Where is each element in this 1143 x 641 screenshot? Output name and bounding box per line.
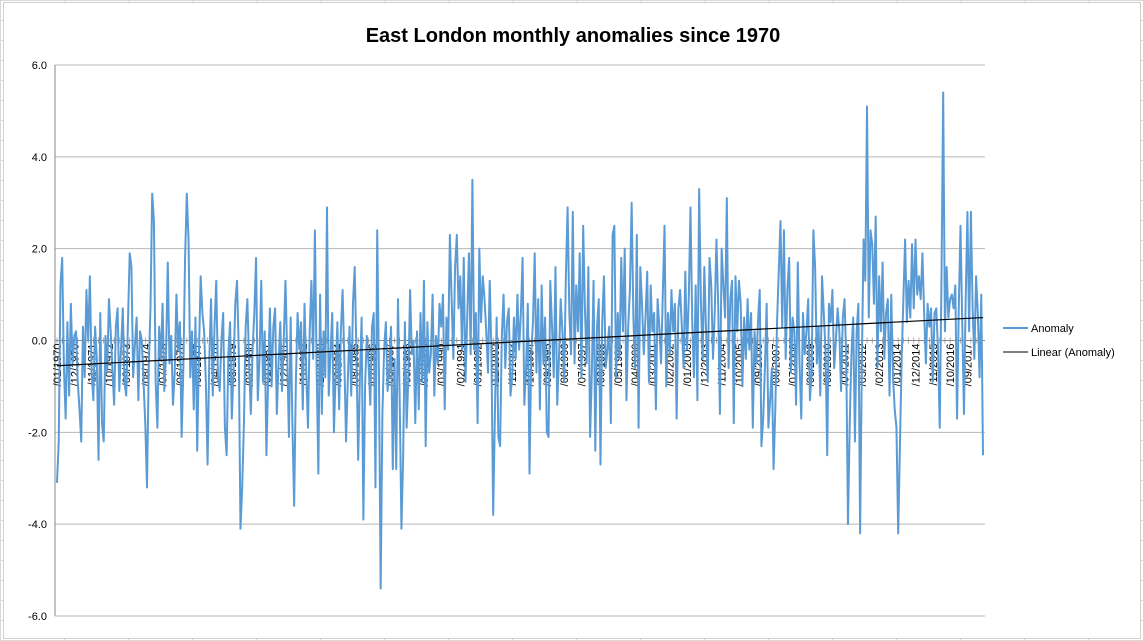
y-tick-label: 4.0 — [32, 152, 47, 164]
chart-title: East London monthly anomalies since 1970 — [366, 25, 781, 47]
series-anomaly-line — [56, 91, 984, 590]
y-tick-label: 0.0 — [32, 336, 47, 348]
series-linear-trend-line — [56, 316, 984, 367]
x-tick-label: /01/2003 — [682, 344, 694, 387]
x-tick-label: /07/2008 — [788, 344, 800, 387]
y-tick-label: -4.0 — [28, 519, 47, 531]
y-tick-label: 6.0 — [32, 60, 47, 72]
y-tick-label: 2.0 — [32, 244, 47, 256]
legend: Anomaly Linear (Anomaly) — [1003, 323, 1115, 359]
x-tick-label: /12/2003 — [699, 344, 711, 387]
legend-label-linear: Linear (Anomaly) — [1031, 347, 1115, 359]
line-chart: East London monthly anomalies since 1970… — [28, 25, 1115, 623]
chart-area[interactable]: East London monthly anomalies since 1970… — [3, 2, 1141, 639]
legend-label-anomaly: Anomaly — [1031, 323, 1074, 335]
x-tick-label: /10/2016 — [945, 344, 957, 387]
x-tick-label: /01/1970 — [52, 344, 64, 387]
y-tick-label: -2.0 — [28, 427, 47, 439]
x-tick-label: /12/2014 — [910, 344, 922, 387]
y-tick-label: -6.0 — [28, 611, 47, 623]
plot-area: 6.04.02.00.0-2.0-4.0-6.0/01/1970/12/1970… — [28, 60, 985, 623]
